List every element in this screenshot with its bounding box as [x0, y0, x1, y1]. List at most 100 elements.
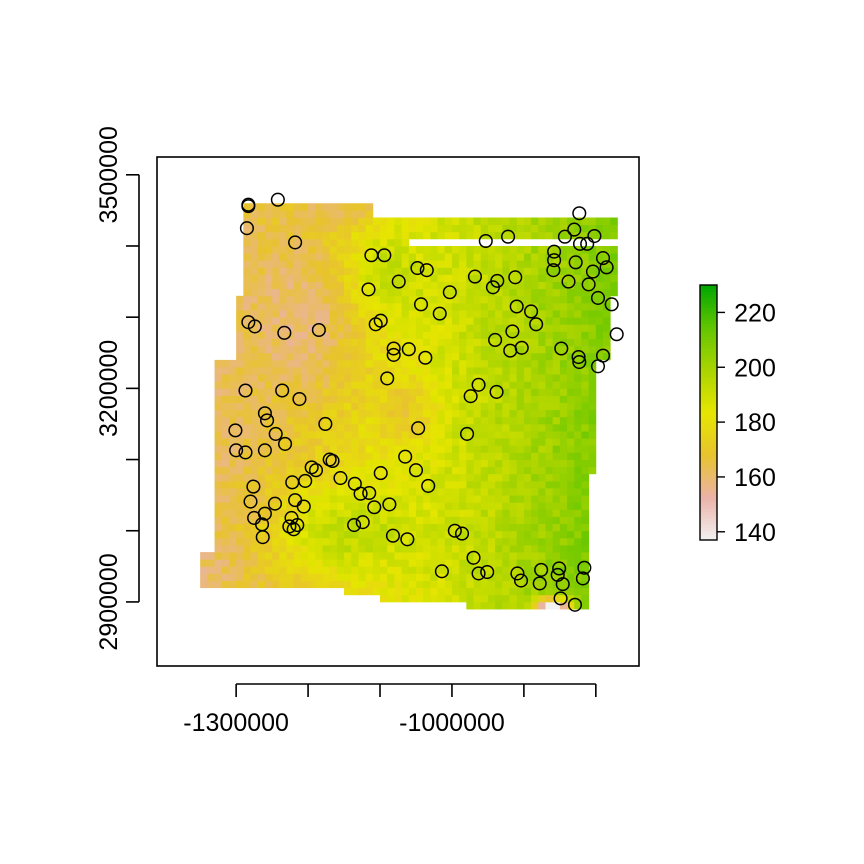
- raster-cell: [588, 416, 597, 425]
- raster-cell: [509, 587, 518, 596]
- raster-cell: [473, 281, 482, 290]
- raster-cell: [538, 302, 546, 311]
- raster-cell: [531, 438, 539, 446]
- raster-cell: [264, 231, 273, 240]
- raster-cell: [552, 217, 561, 226]
- raster-cell: [308, 416, 316, 425]
- raster-cell: [559, 352, 568, 361]
- raster-cell: [293, 231, 302, 240]
- raster-cell: [344, 416, 352, 425]
- raster-cell: [401, 359, 410, 368]
- raster-cell: [329, 502, 338, 510]
- raster-cell: [516, 295, 525, 304]
- raster-cell: [516, 544, 525, 553]
- raster-cell: [344, 367, 352, 375]
- sample-point: [488, 332, 503, 348]
- raster-cell: [243, 281, 251, 290]
- sample-point: [277, 325, 292, 340]
- raster-cell: [588, 345, 597, 354]
- raster-cell: [495, 310, 503, 318]
- raster-cell: [387, 445, 395, 453]
- raster-cell: [221, 367, 230, 375]
- raster-cell: [243, 338, 251, 347]
- raster-cell: [257, 245, 266, 254]
- raster-cell: [228, 381, 237, 389]
- raster-cell: [380, 281, 388, 290]
- raster-cell: [401, 594, 410, 603]
- raster-cell: [257, 431, 266, 439]
- raster-cell: [487, 580, 496, 589]
- raster-cell: [329, 288, 338, 297]
- raster-cell: [423, 480, 431, 489]
- raster-cell: [430, 231, 438, 240]
- raster-cell: [358, 367, 367, 375]
- raster-cell: [567, 495, 575, 503]
- raster-cell: [365, 367, 374, 375]
- raster-cell: [214, 402, 223, 411]
- raster-cell: [380, 480, 388, 489]
- raster-cell: [228, 544, 237, 553]
- raster-cell: [516, 374, 525, 382]
- raster-cell: [358, 395, 367, 403]
- raster-cell: [509, 231, 518, 240]
- raster-cell: [315, 231, 323, 240]
- raster-cell: [581, 502, 590, 510]
- raster-cell: [365, 573, 374, 581]
- raster-cell: [423, 395, 431, 403]
- raster-cell: [466, 580, 474, 589]
- raster-cell: [415, 488, 424, 496]
- raster-cell: [344, 324, 352, 332]
- raster-cell: [415, 253, 424, 261]
- raster-cell: [480, 224, 489, 233]
- raster-cell: [487, 544, 496, 553]
- raster-cell: [336, 502, 345, 510]
- raster-cell: [559, 381, 568, 389]
- raster-cell: [286, 573, 295, 581]
- raster-cell: [279, 267, 287, 275]
- raster-cell: [523, 438, 532, 446]
- raster-cell: [394, 317, 402, 325]
- raster-cell: [423, 295, 431, 304]
- raster-cell: [523, 416, 532, 425]
- raster-cell: [308, 260, 316, 268]
- raster-cell: [257, 238, 266, 247]
- raster-cell: [567, 566, 575, 574]
- raster-cell: [372, 217, 381, 226]
- raster-cell: [473, 594, 482, 603]
- raster-cell: [444, 274, 453, 282]
- raster-cell: [300, 452, 309, 460]
- raster-cell: [315, 523, 323, 532]
- raster-cell: [286, 431, 295, 439]
- raster-cell: [272, 331, 280, 339]
- raster-cell: [351, 530, 359, 539]
- raster-cell: [365, 566, 374, 574]
- raster-cell: [372, 516, 381, 525]
- raster-cell: [559, 267, 568, 275]
- raster-cell: [293, 509, 302, 517]
- raster-cell: [257, 274, 266, 282]
- raster-cell: [329, 217, 338, 226]
- raster-cell: [380, 374, 388, 382]
- raster-cell: [243, 374, 251, 382]
- raster-cell: [243, 488, 251, 496]
- raster-cell: [293, 359, 302, 368]
- raster-cell: [451, 438, 460, 446]
- raster-cell: [329, 580, 338, 589]
- raster-cell: [516, 573, 525, 581]
- raster-cell: [351, 480, 359, 489]
- raster-cell: [444, 452, 453, 460]
- raster-cell: [552, 338, 561, 347]
- raster-cell: [545, 302, 554, 311]
- raster-cell: [358, 352, 367, 361]
- raster-cell: [509, 523, 518, 532]
- raster-cell: [610, 267, 618, 275]
- raster-cell: [344, 302, 352, 311]
- raster-cell: [279, 552, 287, 560]
- raster-cell: [430, 594, 438, 603]
- raster-cell: [214, 395, 223, 403]
- raster-cell: [459, 253, 467, 261]
- raster-cell: [451, 466, 460, 475]
- raster-cell: [351, 310, 359, 318]
- raster-cell: [286, 523, 295, 532]
- raster-cell: [595, 295, 604, 304]
